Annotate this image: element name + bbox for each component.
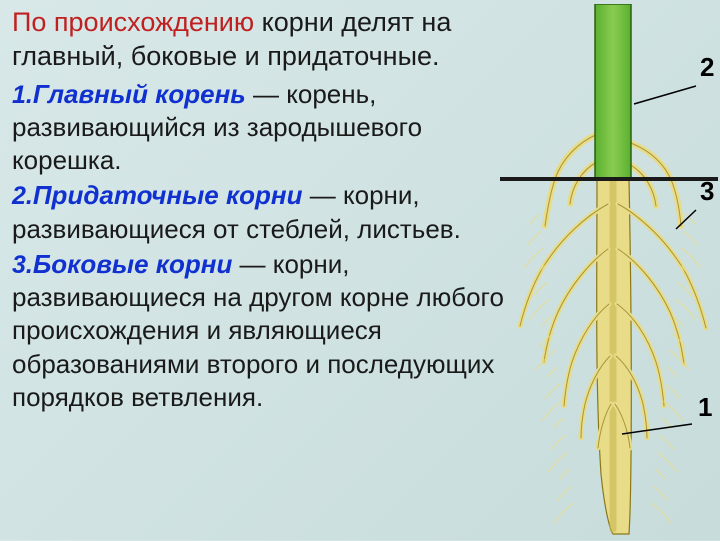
entry-term: Боковые корни <box>33 249 232 279</box>
definition-entry: 3.Боковые корни — корни, развивающиеся н… <box>12 248 512 414</box>
entry-dash: — <box>303 180 343 210</box>
root-branch <box>570 162 597 204</box>
entry-term: Придаточные корни <box>33 180 303 210</box>
stem <box>595 4 631 179</box>
definitions-list: 1.Главный корень — корень, развивающийся… <box>12 78 512 415</box>
entry-term: Главный корень <box>33 79 246 109</box>
roots-group <box>520 134 706 534</box>
pointer-line <box>622 424 692 434</box>
pointer-label: 2 <box>700 52 714 82</box>
definition-entry: 1.Главный корень — корень, развивающийся… <box>12 78 512 178</box>
entry-dash: — <box>246 79 286 109</box>
entry-number: 3. <box>12 251 33 279</box>
root-diagram: 1 2 3 <box>500 4 720 536</box>
title: По происхождению корни делят на главный,… <box>12 6 512 74</box>
entry-number: 2. <box>12 182 33 210</box>
pointer-label: 1 <box>698 392 712 422</box>
root-svg: 1 2 3 <box>500 4 720 536</box>
entry-number: 1. <box>12 81 33 109</box>
definition-entry: 2.Придаточные корни — корни, развивающие… <box>12 179 512 246</box>
root-branch <box>629 164 656 206</box>
text-content: По происхождению корни делят на главный,… <box>12 6 512 416</box>
root-branch <box>520 204 608 326</box>
title-accent: По происхождению <box>12 7 254 37</box>
entry-dash: — <box>232 249 272 279</box>
pointer-line <box>634 86 696 104</box>
pointer-label: 3 <box>700 176 714 206</box>
